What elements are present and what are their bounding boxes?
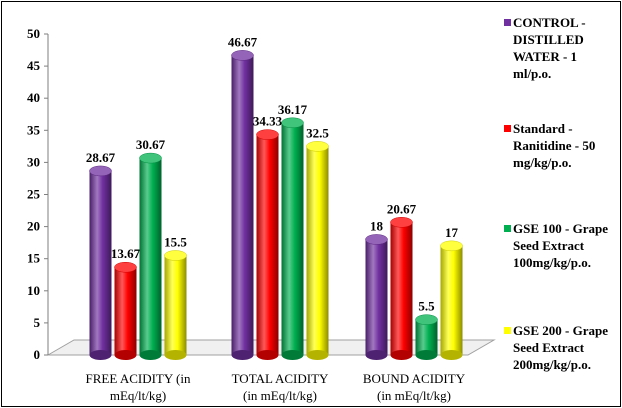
x-category-label: TOTAL ACIDITY [232, 371, 329, 386]
data-label: 5.5 [418, 299, 435, 314]
data-label: 18 [370, 218, 384, 233]
data-label: 17 [445, 225, 459, 240]
y-tick-label: 35 [27, 122, 41, 137]
legend-swatch [504, 19, 511, 26]
y-tick-label: 30 [27, 154, 40, 169]
legend-swatch [504, 327, 511, 334]
y-tick-label: 50 [27, 26, 40, 41]
bar [306, 141, 329, 360]
bar [415, 314, 438, 360]
bar [390, 217, 413, 360]
y-tick-label: 5 [34, 315, 41, 330]
bar [231, 50, 254, 360]
bar [281, 117, 304, 360]
x-category-label: mEq/lt/kg) [110, 388, 166, 403]
bar [139, 152, 162, 360]
legend-label: GSE 100 - Grape Seed Extract 100mg/kg/p.… [513, 221, 608, 270]
y-tick-label: 0 [34, 347, 41, 362]
bar [114, 261, 137, 360]
bar-chart: 0 5 10 15 20 25 30 35 40 45 50 28.67 13.67 30.67 15.5 F… [27, 26, 496, 403]
x-category-label: FREE ACIDITY (in [86, 371, 191, 386]
x-category-label: (in mEq/lt/kg) [243, 388, 317, 403]
legend-label: CONTROL - DISTILLED WATER - 1 ml/p.o. [513, 15, 586, 81]
x-category-label: (in mEq/lt/kg) [377, 388, 451, 403]
data-label: 30.67 [136, 137, 166, 152]
data-label: 13.67 [111, 246, 141, 261]
legend-label: GSE 200 - Grape Seed Extract 200mg/kg/p.… [513, 323, 608, 372]
legend-swatch [504, 225, 511, 232]
data-label: 28.67 [86, 150, 116, 165]
y-tick-label: 20 [27, 219, 40, 234]
x-category-label: BOUND ACIDITY [363, 371, 466, 386]
chart-legend: CONTROL - DISTILLED WATER - 1 ml/p.o. Sta… [504, 2, 622, 406]
data-label: 36.17 [278, 102, 308, 117]
bar [164, 250, 187, 360]
y-tick-label: 25 [27, 187, 41, 202]
bar [365, 234, 388, 360]
bar [440, 240, 463, 360]
data-label: 20.67 [387, 201, 417, 216]
legend-swatch [504, 125, 511, 132]
y-tick-label: 45 [27, 58, 41, 73]
bar [256, 129, 279, 360]
y-tick-label: 40 [27, 90, 40, 105]
y-tick-label: 15 [27, 251, 41, 266]
legend-label: Standard - Ranitidine - 50 mg/kg/p.o. [513, 121, 596, 170]
data-label: 15.5 [164, 234, 187, 249]
data-label: 34.33 [253, 114, 283, 129]
data-label: 32.5 [306, 125, 329, 140]
data-label: 46.67 [228, 34, 258, 49]
bar [89, 165, 112, 360]
y-tick-label: 10 [27, 283, 40, 298]
